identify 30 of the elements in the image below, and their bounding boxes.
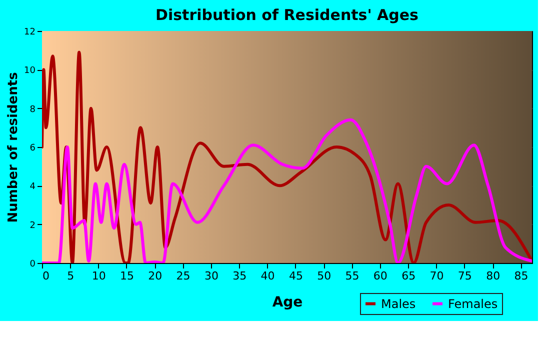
x-tick-label: 65: [402, 270, 416, 282]
x-tick-label: 80: [486, 270, 500, 282]
x-tick-label: 60: [373, 270, 388, 282]
x-tick-label: 55: [345, 270, 360, 282]
y-tick-label: 2: [30, 220, 36, 231]
x-tick-label: 20: [148, 270, 162, 282]
x-tick-label: 85: [514, 270, 528, 282]
y-axis-title: Number of residents: [6, 72, 22, 223]
y-tick-label: 10: [24, 66, 36, 76]
y-tick-label: 6: [30, 144, 36, 154]
x-axis-title: Age: [272, 294, 303, 310]
y-tick-label: 4: [30, 182, 36, 192]
x-tick-label: 25: [176, 270, 190, 282]
y-tick-label: 0: [30, 260, 36, 270]
y-tick-label: 8: [30, 104, 36, 115]
legend-label: Males: [381, 296, 416, 311]
x-tick-label: 30: [204, 270, 218, 282]
x-tick-label: 50: [317, 270, 332, 282]
x-tick-label: 70: [430, 270, 444, 282]
legend-label: Females: [448, 296, 498, 311]
x-tick-label: 0: [42, 270, 50, 282]
x-tick-label: 15: [120, 270, 134, 282]
y-tick-label: 12: [24, 28, 36, 38]
x-tick-label: 35: [232, 270, 247, 282]
x-tick-label: 40: [260, 270, 275, 282]
chart-title: Distribution of Residents' Ages: [156, 6, 419, 24]
x-tick-label: 75: [458, 270, 472, 282]
x-tick-label: 10: [92, 270, 106, 282]
x-tick-label: 45: [288, 270, 303, 282]
x-tick-label: 5: [67, 270, 74, 282]
